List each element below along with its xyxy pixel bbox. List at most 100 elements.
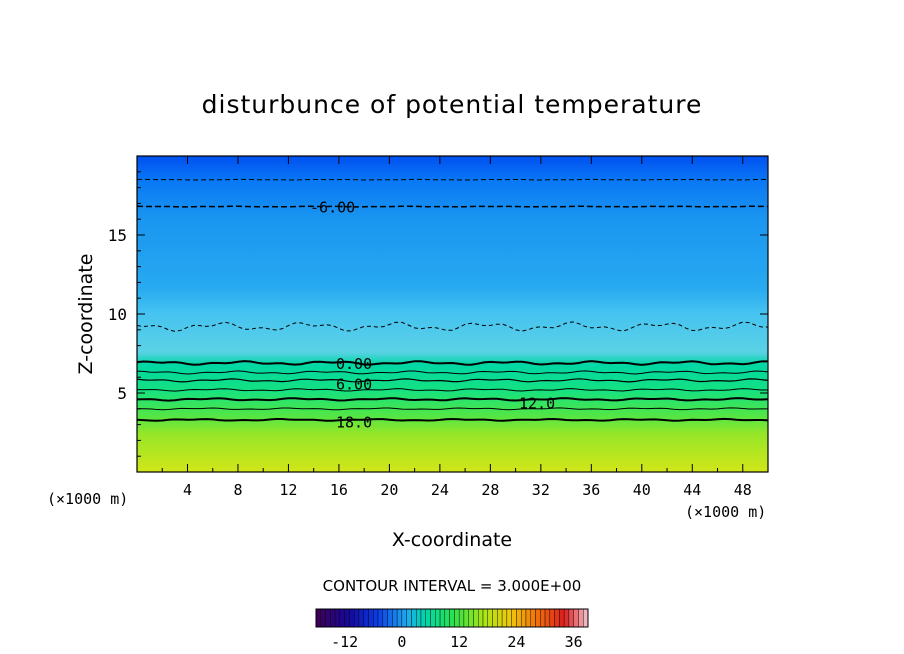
colorbar-cell bbox=[315, 608, 321, 628]
contour-line bbox=[137, 321, 768, 332]
contour-line bbox=[137, 205, 768, 208]
colorbar-cell bbox=[559, 608, 565, 628]
x-tick-label: 24 bbox=[431, 481, 449, 499]
field-fill bbox=[137, 156, 768, 472]
colorbar-cell bbox=[549, 608, 555, 628]
colorbar-cell bbox=[458, 608, 465, 628]
contour-line bbox=[137, 397, 768, 402]
colorbar-cell bbox=[516, 608, 522, 628]
colorbar-cell bbox=[382, 608, 388, 628]
colorbar-cell bbox=[501, 608, 508, 628]
colorbar-cell bbox=[411, 608, 417, 628]
contour-label: 0.00 bbox=[336, 355, 372, 373]
x-tick-label: 8 bbox=[233, 481, 242, 499]
colorbar-cell bbox=[540, 608, 546, 628]
colorbar-cell bbox=[535, 608, 541, 628]
colorbar-cell bbox=[425, 608, 431, 628]
contour-line bbox=[137, 417, 768, 422]
x-tick-label: 40 bbox=[633, 481, 651, 499]
colorbar-cell bbox=[468, 608, 474, 628]
x-tick-label: 16 bbox=[330, 481, 348, 499]
colorbar-cell bbox=[396, 608, 403, 628]
colorbar-cell bbox=[511, 608, 517, 628]
colorbar-cell bbox=[334, 608, 341, 628]
colorbar-tick-label: 0 bbox=[397, 633, 406, 651]
colorbar-tick-label: -12 bbox=[331, 633, 358, 651]
contour-label: 6.00 bbox=[336, 376, 372, 394]
colorbar-cell bbox=[439, 608, 446, 628]
colorbar-cell bbox=[544, 608, 551, 628]
x-axis: 4 8 12 16 20 24 28 32 36 40 44 48 bbox=[161, 156, 752, 499]
colorbar-cell bbox=[454, 608, 460, 628]
colorbar-cell bbox=[363, 608, 369, 628]
colorbar-cell bbox=[353, 608, 360, 628]
contour-line bbox=[137, 378, 768, 383]
colorbar-cell bbox=[320, 608, 326, 628]
colorbar-cell bbox=[349, 608, 355, 628]
colorbar-cell bbox=[487, 608, 493, 628]
x-axis-label: X-coordinate bbox=[392, 529, 512, 551]
colorbar-cell bbox=[583, 608, 589, 628]
contour-line bbox=[137, 178, 768, 181]
colorbar-cell bbox=[573, 608, 579, 628]
colorbar-cell bbox=[387, 608, 393, 628]
colorbar-cell bbox=[473, 608, 479, 628]
colorbar-cell bbox=[449, 608, 455, 628]
colorbar-cell bbox=[530, 608, 536, 628]
colorbar-cell bbox=[554, 608, 560, 628]
x-unit-right: (×1000 m) bbox=[685, 503, 766, 521]
x-tick-label: 20 bbox=[380, 481, 398, 499]
colorbar-cell bbox=[506, 608, 512, 628]
plot-field bbox=[137, 156, 768, 472]
colorbar-cell bbox=[392, 608, 398, 628]
colorbar-cell bbox=[430, 608, 436, 628]
colorbar-cell bbox=[344, 608, 350, 628]
x-tick-label: 48 bbox=[734, 481, 752, 499]
y-axis: 5 10 15 bbox=[108, 171, 768, 457]
y-tick-label: 10 bbox=[108, 305, 127, 324]
colorbar-cell bbox=[520, 608, 527, 628]
colorbar-cell bbox=[330, 608, 336, 628]
colorbar-tick-label: 24 bbox=[507, 633, 525, 651]
contour-label: -6.00 bbox=[310, 199, 355, 217]
contour-line bbox=[137, 388, 768, 392]
colorbar-cell bbox=[463, 608, 469, 628]
colorbar-cell bbox=[568, 608, 574, 628]
contour-lines bbox=[137, 178, 768, 422]
y-tick-label: 5 bbox=[117, 384, 127, 403]
x-tick-label: 28 bbox=[481, 481, 499, 499]
colorbar-cell bbox=[563, 608, 570, 628]
x-unit-left: (×1000 m) bbox=[47, 490, 128, 508]
colorbar-cell bbox=[401, 608, 407, 628]
chart-title: disturbunce of potential temperature bbox=[202, 90, 703, 119]
contour-label: 12.0 bbox=[519, 394, 555, 412]
colorbar-cell bbox=[525, 608, 531, 628]
colorbar-cell bbox=[478, 608, 484, 628]
colorbar-cell bbox=[416, 608, 422, 628]
colorbar-cell bbox=[482, 608, 488, 628]
x-tick-label: 32 bbox=[532, 481, 550, 499]
colorbar-cell bbox=[373, 608, 379, 628]
x-tick-label: 12 bbox=[279, 481, 297, 499]
colorbar-cell bbox=[325, 608, 331, 628]
colorbar-cell bbox=[406, 608, 412, 628]
colorbar-frame bbox=[315, 608, 589, 628]
colorbar-cell bbox=[368, 608, 374, 628]
colorbar-tick-label: 12 bbox=[450, 633, 468, 651]
colorbar-tick-label: 36 bbox=[565, 633, 583, 651]
colorbar-cell bbox=[339, 608, 345, 628]
contour-label: 18.0 bbox=[336, 413, 372, 431]
colorbar-cell bbox=[578, 608, 584, 628]
colorbar-cell bbox=[492, 608, 498, 628]
y-axis-label: Z-coordinate bbox=[75, 254, 97, 375]
colorbar-cell bbox=[377, 608, 384, 628]
contour-interval: CONTOUR INTERVAL = 3.000E+00 bbox=[323, 577, 582, 595]
x-tick-label: 36 bbox=[582, 481, 600, 499]
contour-line bbox=[137, 370, 768, 375]
x-tick-label: 4 bbox=[183, 481, 192, 499]
contour-line bbox=[137, 407, 768, 411]
colorbar bbox=[315, 608, 589, 628]
colorbar-cell bbox=[358, 608, 364, 628]
colorbar-cell bbox=[444, 608, 450, 628]
